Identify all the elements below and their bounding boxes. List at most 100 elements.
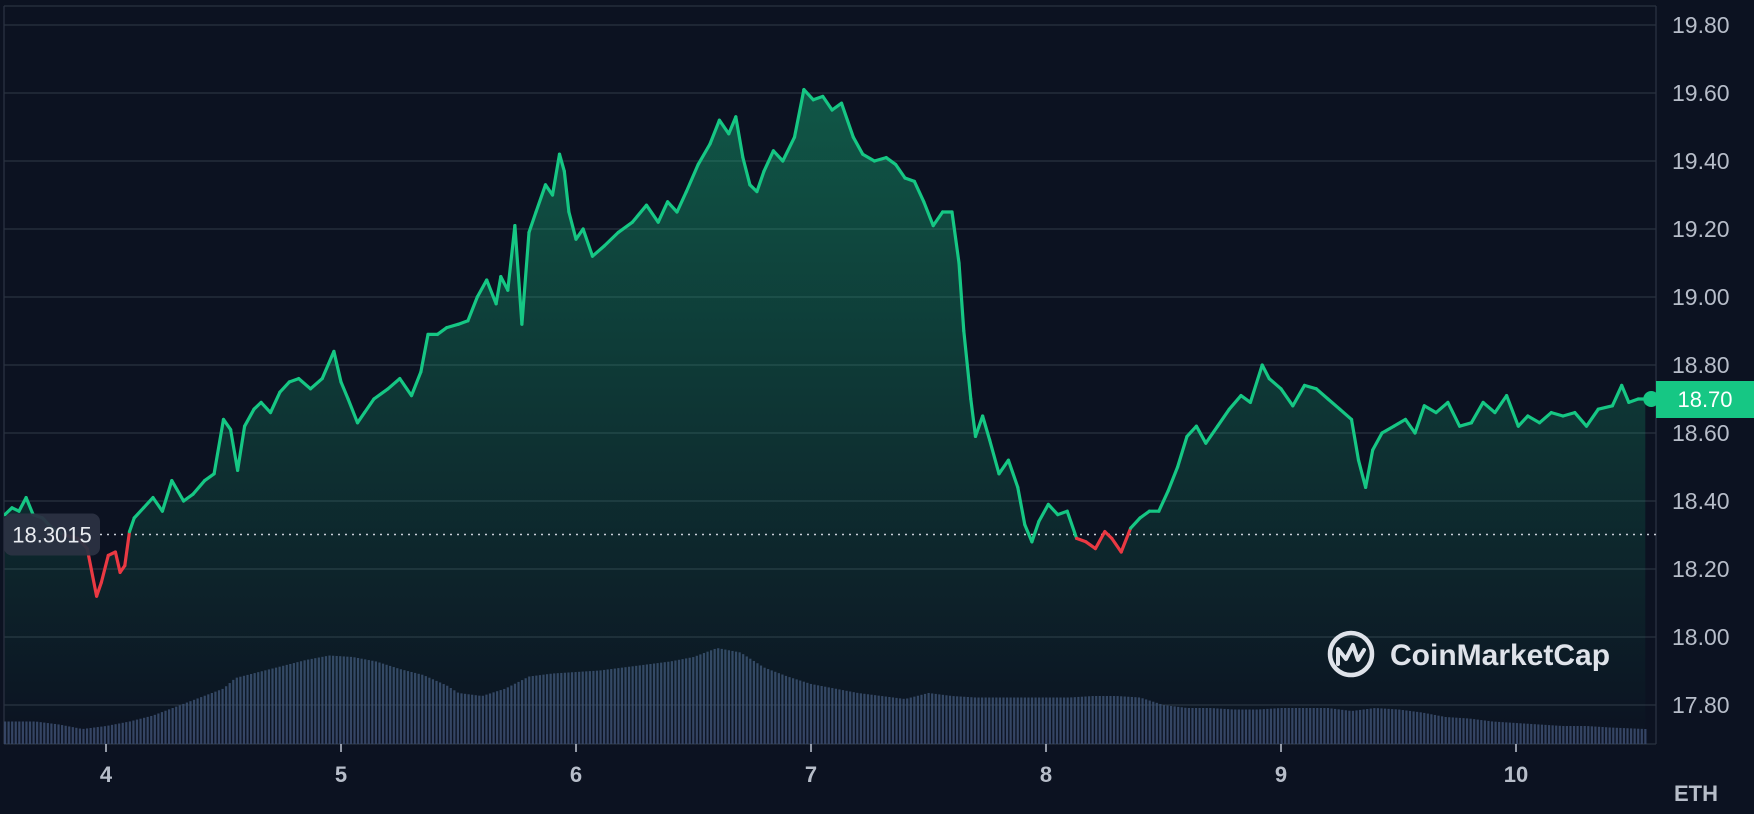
price-segment [1093,529,1107,551]
price-segment [1175,434,1189,469]
price-segment [4,506,14,517]
price-segment [203,472,216,483]
price-segment [590,244,606,258]
price-segment [475,278,489,299]
price-segment [332,349,343,384]
price-segment [182,492,195,503]
price-segment [973,414,985,438]
price-segment [259,400,273,415]
price-segment [1363,448,1375,489]
price-segment [567,210,578,241]
price-segment [1227,394,1243,411]
price-segment [1260,363,1271,381]
price-segment [616,220,635,234]
price-segment [236,424,247,472]
price-segment [1016,485,1027,527]
price-segment [506,224,517,292]
x-tick-label: 4 [100,762,113,787]
reference-price-label: 18.3015 [4,513,100,556]
price-segment [113,550,122,575]
price-segment [550,152,562,197]
price-segment [708,118,722,146]
price-segment [320,349,336,381]
price-segment [94,580,103,598]
price-segment [675,190,689,214]
price-segment [1371,431,1384,452]
price-segment [1573,411,1589,428]
price-segment [1403,417,1417,435]
price-segment [1204,424,1220,445]
price-segment [346,397,360,425]
price-segment [372,387,390,401]
last-price-dot [1643,391,1660,407]
price-segment [278,380,291,394]
x-axis: 4 5 6 7 8 9 10 [100,744,1528,787]
price-segment [665,200,679,214]
price-segment [1561,411,1577,418]
price-segment [151,496,164,513]
price-segment [602,230,620,248]
price-segment [830,101,844,112]
price-segment [494,275,503,306]
price-segment [1610,383,1624,408]
price-segment [1103,529,1114,541]
price-segment [792,87,806,139]
price-segment [1596,404,1615,411]
price-segment [1239,394,1253,404]
x-tick-label: 5 [335,762,347,787]
price-segment [734,115,745,160]
price-segment [308,377,324,391]
y-tick-label: 18.40 [1672,488,1730,514]
price-segment [1084,540,1098,551]
price-segment [127,516,136,534]
price-segment [762,149,776,173]
price-segment [212,417,226,476]
price-segment [1074,536,1088,544]
price-segment [851,135,865,156]
watermark-brand-text: CoinMarketCap [1390,639,1610,672]
price-segment [562,169,571,214]
price-segment [1279,387,1295,408]
price-segment [362,397,376,415]
y-tick-label: 19.20 [1672,216,1730,242]
y-tick-label: 19.00 [1672,284,1730,310]
price-segment [839,101,855,139]
price-segment [1413,404,1426,435]
price-segment [1248,363,1264,404]
price-segment [950,210,961,265]
price-segment [802,87,815,102]
axis-unit-label: ETH [1674,781,1718,806]
y-tick-label: 19.80 [1672,12,1730,38]
x-tick-label: 9 [1275,762,1287,787]
price-segment [1166,465,1180,493]
price-segment [811,94,825,102]
price-segment [861,152,877,163]
price-segment [1620,383,1631,404]
price-segment [1023,523,1034,544]
price-segment [957,261,966,333]
x-tick-label: 7 [805,762,817,787]
price-segment [1446,400,1462,428]
price-segment [644,203,660,224]
price-area [4,89,1646,744]
price-segment [1314,387,1330,401]
price-segment [1434,400,1450,415]
price-segment [520,230,531,326]
price-segment [132,506,146,520]
price-segment [1215,407,1231,428]
price-segment [24,496,35,517]
price-segment [170,479,186,503]
price-segment [581,227,595,258]
price-segment [1030,519,1041,544]
price-segment [884,156,898,166]
price-segment [287,377,301,384]
price-segment [1128,516,1142,530]
price-segment [1326,397,1342,411]
price-segment [445,322,461,330]
price-segment [781,135,797,163]
price-segment [574,227,585,241]
price-segment [969,397,978,438]
x-tick-label: 8 [1040,762,1052,787]
